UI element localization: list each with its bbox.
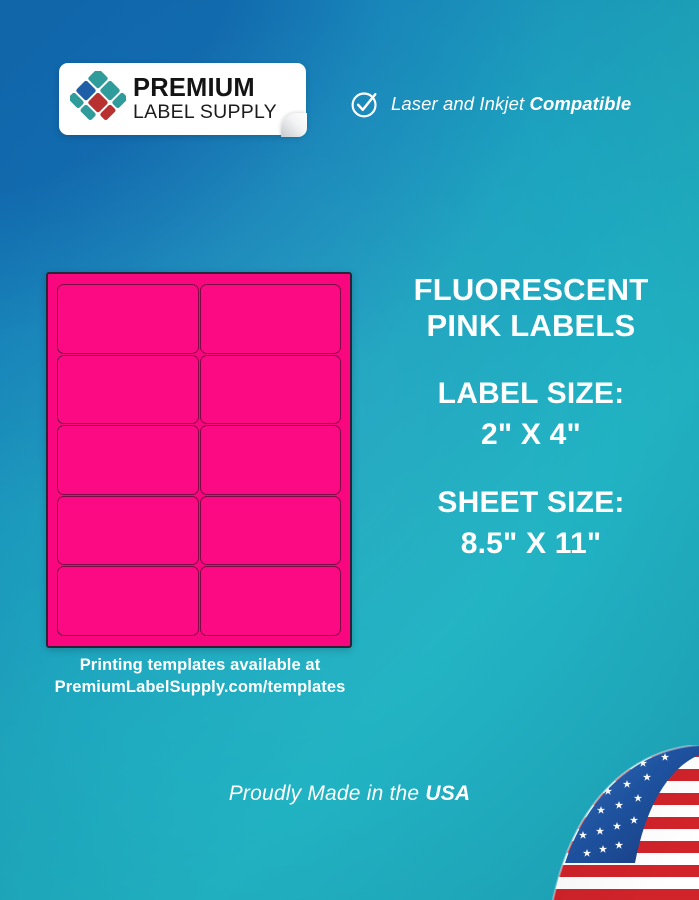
label-cell (199, 495, 341, 566)
label-grid (57, 284, 341, 636)
compatibility-emphasis: Compatible (529, 93, 632, 114)
header: PREMIUM LABEL SUPPLY Laser and Inkjet Co… (0, 0, 699, 160)
label-cell (57, 566, 199, 636)
check-circle-icon (351, 92, 377, 118)
made-in-usa-text: Proudly Made in the USA (0, 782, 699, 806)
compatibility-text: Laser and Inkjet Compatible (391, 93, 631, 115)
brand-wordmark: PREMIUM LABEL SUPPLY (133, 73, 277, 123)
label-size-spec: LABEL SIZE: 2" X 4" (372, 376, 690, 453)
templates-note-line1: Printing templates available at (79, 656, 321, 674)
label-size-label: LABEL SIZE: (437, 376, 625, 410)
brand-logo-card: PREMIUM LABEL SUPPLY (59, 63, 307, 137)
label-size-value: 2" X 4" (481, 418, 581, 452)
label-cell (199, 566, 341, 636)
sheet-size-label: SHEET SIZE: (437, 485, 625, 519)
label-cell (57, 354, 199, 425)
brand-name-primary: PREMIUM (133, 73, 255, 102)
sheet-size-value: 8.5" X 11" (460, 527, 602, 561)
compatibility-prefix: Laser and Inkjet (391, 93, 530, 114)
headline-line-2: PINK LABELS (426, 307, 636, 343)
sheet-size-spec: SHEET SIZE: 8.5" X 11" (372, 485, 690, 562)
templates-note: Printing templates available at PremiumL… (0, 655, 400, 699)
usa-flag-corner-icon (539, 745, 699, 900)
product-specs: FLUORESCENT PINK LABELS LABEL SIZE: 2" X… (372, 272, 690, 561)
product-headline: FLUORESCENT PINK LABELS (372, 272, 690, 344)
label-cell (57, 425, 199, 495)
made-emphasis: USA (425, 782, 471, 805)
label-cell (199, 425, 341, 495)
diamond-grid-logo-icon (68, 68, 128, 127)
label-cell (199, 354, 341, 425)
brand-name-secondary: LABEL SUPPLY (133, 101, 277, 123)
label-cell (199, 284, 341, 354)
headline-line-1: FLUORESCENT (413, 272, 649, 307)
templates-note-url: PremiumLabelSupply.com/templates (54, 677, 346, 696)
label-cell (57, 284, 199, 354)
compatibility-badge: Laser and Inkjet Compatible (350, 85, 631, 123)
label-cell (57, 495, 199, 566)
label-sheet-graphic (46, 272, 352, 648)
made-prefix: Proudly Made in the (228, 782, 426, 805)
